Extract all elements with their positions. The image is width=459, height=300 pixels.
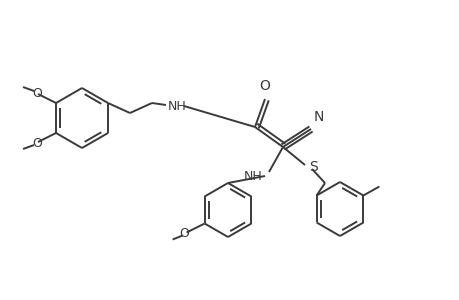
Text: NH: NH <box>243 170 262 184</box>
Text: O: O <box>32 136 42 149</box>
Text: O: O <box>259 79 270 93</box>
Text: NH: NH <box>168 100 186 112</box>
Text: S: S <box>308 160 317 174</box>
Text: O: O <box>179 227 189 240</box>
Text: N: N <box>313 110 324 124</box>
Text: O: O <box>32 86 42 100</box>
